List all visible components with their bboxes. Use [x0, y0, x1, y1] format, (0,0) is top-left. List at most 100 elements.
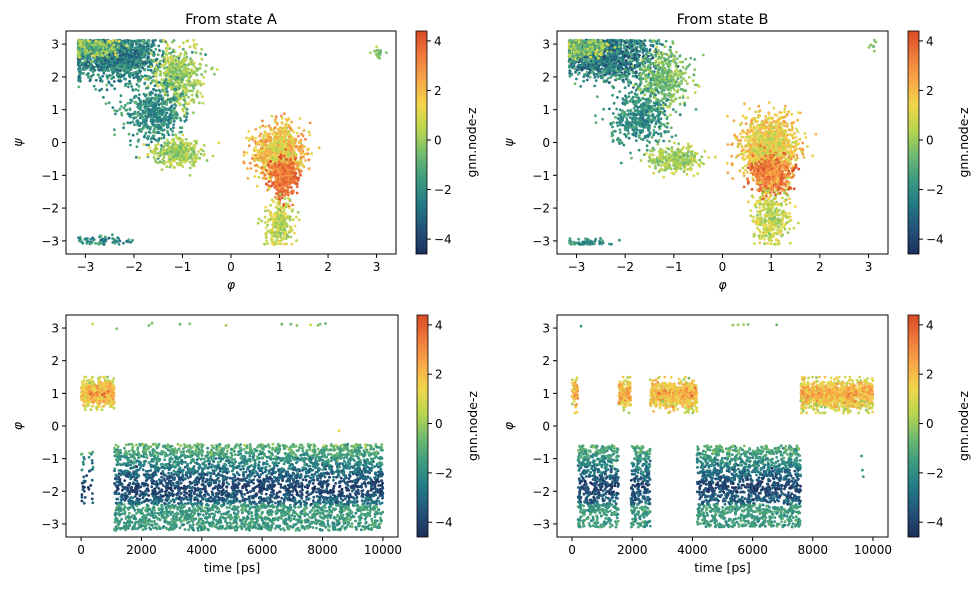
- data-point: [273, 185, 277, 189]
- data-point: [176, 138, 180, 141]
- data-point: [149, 45, 153, 49]
- data-point: [274, 118, 277, 122]
- data-point: [274, 149, 278, 153]
- data-point: [144, 107, 147, 111]
- data-point: [200, 47, 204, 51]
- data-point: [172, 117, 176, 121]
- data-point: [183, 112, 187, 116]
- data-point: [102, 71, 106, 75]
- data-point: [265, 134, 269, 138]
- data-point: [254, 148, 258, 152]
- data-point: [179, 163, 183, 167]
- data-point: [195, 94, 199, 98]
- data-point: [165, 90, 169, 94]
- data-point: [154, 119, 158, 122]
- data-point: [96, 242, 100, 246]
- data-point: [296, 134, 300, 138]
- data-point: [254, 127, 258, 131]
- data-point: [283, 242, 286, 246]
- data-point: [147, 135, 151, 138]
- data-point: [142, 40, 145, 43]
- data-point: [301, 134, 305, 138]
- data-point: [291, 218, 295, 222]
- data-point: [295, 131, 299, 135]
- data-point: [291, 203, 295, 207]
- data-point: [260, 147, 264, 150]
- data-point: [291, 143, 295, 147]
- data-point: [137, 96, 141, 100]
- data-point: [102, 239, 105, 243]
- data-point: [94, 88, 98, 91]
- data-point: [303, 152, 307, 156]
- data-point: [658, 42, 662, 46]
- data-point: [292, 151, 296, 155]
- data-point: [179, 147, 183, 151]
- data-point: [150, 113, 153, 117]
- data-point: [283, 142, 287, 146]
- data-point: [262, 161, 266, 165]
- data-point: [166, 44, 170, 48]
- data-point: [111, 45, 115, 49]
- data-point: [99, 238, 103, 242]
- data-point: [106, 64, 110, 67]
- data-point: [181, 133, 185, 137]
- data-point: [173, 103, 177, 106]
- data-point: [154, 146, 158, 150]
- data-point: [297, 126, 301, 130]
- data-point: [245, 151, 249, 155]
- data-point: [166, 125, 170, 129]
- data-point: [292, 154, 296, 158]
- data-point: [111, 237, 114, 240]
- data-point: [172, 140, 176, 144]
- data-point: [147, 53, 150, 56]
- data-point: [174, 78, 178, 81]
- data-point: [273, 213, 276, 217]
- data-point: [283, 169, 287, 172]
- data-point: [117, 40, 121, 43]
- data-point: [142, 143, 146, 146]
- data-point: [79, 39, 82, 43]
- data-point: [294, 167, 298, 171]
- data-point: [286, 203, 290, 206]
- data-point: [295, 239, 298, 243]
- data-point: [81, 241, 85, 245]
- data-point: [120, 46, 123, 50]
- y-tick-label: 2: [51, 70, 59, 84]
- data-point: [129, 98, 133, 102]
- data-point: [158, 73, 162, 77]
- data-point: [131, 133, 135, 137]
- data-point: [78, 237, 82, 241]
- data-point: [129, 139, 132, 143]
- data-point: [285, 175, 289, 179]
- data-point: [104, 43, 107, 47]
- data-point: [172, 126, 175, 130]
- data-point: [161, 49, 165, 53]
- data-point: [198, 157, 202, 160]
- data-point: [280, 116, 284, 120]
- data-point: [113, 70, 116, 74]
- data-point: [151, 121, 155, 124]
- data-point: [280, 219, 284, 223]
- data-point: [664, 39, 668, 43]
- data-point: [163, 83, 167, 87]
- data-point: [594, 79, 598, 82]
- data-point: [115, 60, 119, 64]
- data-point: [146, 153, 150, 156]
- data-point: [171, 71, 175, 75]
- data-point: [158, 89, 161, 92]
- data-point: [189, 160, 192, 164]
- data-point: [289, 158, 292, 162]
- data-point: [133, 53, 136, 57]
- data-point: [282, 160, 285, 164]
- data-point: [211, 154, 215, 158]
- data-point: [270, 198, 274, 202]
- data-point: [253, 175, 257, 178]
- data-point: [132, 46, 136, 50]
- data-point: [116, 71, 119, 75]
- data-point: [174, 133, 178, 137]
- data-point: [277, 144, 280, 147]
- data-point: [119, 54, 123, 58]
- data-point: [181, 141, 185, 145]
- data-point: [136, 139, 140, 143]
